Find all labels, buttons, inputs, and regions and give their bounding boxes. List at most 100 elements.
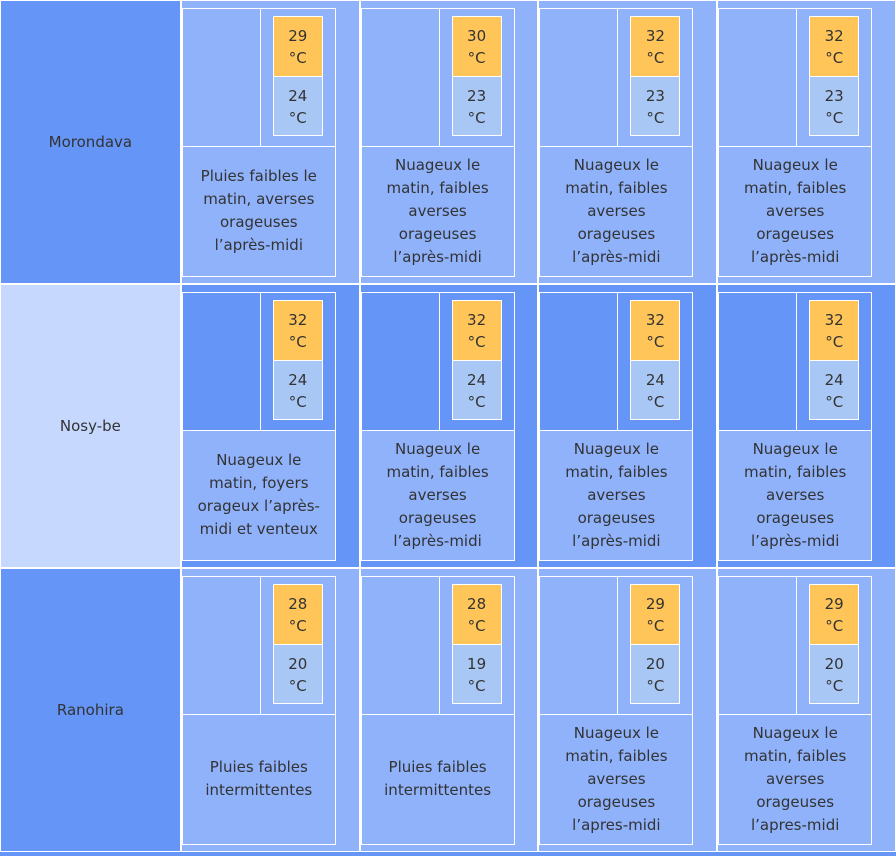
- temperature-column: 28 °C 20 °C: [261, 577, 335, 714]
- day-forecast: 29 °C 20 °C Nuageux le matin, faibles averse…: [539, 575, 694, 845]
- max-temperature-value: 29: [824, 594, 844, 613]
- day-forecast-top: 28 °C 20 °C: [182, 576, 335, 715]
- forecast-cell: 28 °C 19 °C Pluies faibles intermittentes: [359, 568, 539, 852]
- max-temperature: 32 °C: [809, 299, 860, 360]
- day-forecast-top: 28 °C 19 °C: [361, 576, 514, 715]
- min-temperature-value: 24: [288, 370, 308, 389]
- day-forecast: 30 °C 23 °C Nuageux le matin, faibles averse…: [360, 7, 515, 277]
- day-forecast: 32 °C 24 °C Nuageux le matin, faibles averse…: [360, 291, 515, 561]
- weather-icon: [719, 292, 798, 430]
- day-forecast-top: 30 °C 23 °C: [361, 8, 514, 147]
- temperature-column: 29 °C 24 °C: [261, 9, 335, 146]
- max-temperature-unit: °C: [825, 332, 844, 351]
- max-temperature: 32 °C: [809, 15, 860, 76]
- min-temperature-unit: °C: [467, 676, 486, 695]
- day-forecast: 29 °C 24 °C Pluies faibles le matin, averses…: [181, 7, 336, 277]
- max-temperature-unit: °C: [288, 48, 307, 67]
- max-temperature: 29 °C: [272, 15, 323, 76]
- max-temperature-unit: °C: [467, 332, 486, 351]
- max-temperature-unit: °C: [825, 616, 844, 635]
- day-forecast-top: 32 °C 23 °C: [540, 8, 693, 147]
- weather-description: Pluies faibles le matin, averses orageus…: [182, 146, 335, 276]
- max-temperature-value: 32: [645, 310, 665, 329]
- min-temperature-unit: °C: [288, 392, 307, 411]
- min-temperature-value: 23: [645, 86, 665, 105]
- day-forecast: 32 °C 24 °C Nuageux le matin, faibles averse…: [718, 291, 873, 561]
- min-temperature: 24 °C: [630, 359, 681, 420]
- weather-icon: [183, 576, 261, 714]
- temperature-column: 29 °C 20 °C: [618, 577, 692, 714]
- temperature-column: 32 °C 23 °C: [618, 9, 692, 146]
- day-forecast-top: 32 °C 23 °C: [719, 8, 872, 147]
- forecast-cell: 32 °C 24 °C Nuageux le matin, faibles averse…: [538, 284, 718, 568]
- min-temperature-unit: °C: [646, 392, 665, 411]
- weather-icon: [362, 8, 440, 146]
- min-temperature-value: 23: [824, 86, 844, 105]
- temperature-column: 32 °C 23 °C: [797, 9, 871, 146]
- forecast-cell: 30 °C 23 °C Nuageux le matin, faibles averse…: [359, 0, 539, 284]
- day-forecast: 32 °C 24 °C Nuageux le matin, faibles averse…: [539, 291, 694, 561]
- min-temperature-unit: °C: [467, 108, 486, 127]
- forecast-cell: 32 °C 24 °C Nuageux le matin, faibles averse…: [717, 284, 896, 568]
- min-temperature-unit: °C: [467, 392, 486, 411]
- day-forecast-top: 29 °C 20 °C: [719, 576, 872, 715]
- weather-description: Nuageux le matin, faibles averses orageu…: [361, 146, 514, 276]
- max-temperature-value: 29: [645, 594, 665, 613]
- min-temperature-value: 24: [824, 370, 844, 389]
- temperature-column: 32 °C 24 °C: [261, 293, 335, 430]
- max-temperature: 28 °C: [272, 583, 323, 644]
- min-temperature-value: 20: [288, 654, 308, 673]
- city-name: Nosy-be: [0, 284, 181, 568]
- forecast-cell: 29 °C 20 °C Nuageux le matin, faibles averse…: [717, 568, 896, 852]
- temperature-column: 29 °C 20 °C: [797, 577, 871, 714]
- forecast-cell: 29 °C 24 °C Pluies faibles le matin, averses…: [180, 0, 360, 284]
- weather-description: Nuageux le matin, faibles averses orageu…: [719, 714, 872, 844]
- day-forecast: 32 °C 23 °C Nuageux le matin, faibles averse…: [718, 7, 873, 277]
- city-name: Ranohira: [0, 568, 181, 852]
- max-temperature-value: 28: [467, 594, 487, 613]
- max-temperature-value: 29: [288, 26, 308, 45]
- min-temperature-value: 20: [645, 654, 665, 673]
- weather-icon: [183, 292, 261, 430]
- temperature-column: 32 °C 24 °C: [618, 293, 692, 430]
- day-forecast: 29 °C 20 °C Nuageux le matin, faibles averse…: [718, 575, 873, 845]
- max-temperature-unit: °C: [467, 48, 486, 67]
- max-temperature-value: 28: [288, 594, 308, 613]
- day-forecast: 28 °C 20 °C Pluies faibles intermittentes: [181, 575, 336, 845]
- max-temperature: 29 °C: [809, 583, 860, 644]
- weather-icon: [540, 8, 619, 146]
- max-temperature-unit: °C: [467, 616, 486, 635]
- min-temperature-unit: °C: [825, 108, 844, 127]
- day-forecast-top: 32 °C 24 °C: [361, 292, 514, 431]
- day-forecast-top: 32 °C 24 °C: [540, 292, 693, 431]
- max-temperature-value: 32: [824, 310, 844, 329]
- max-temperature: 32 °C: [630, 15, 681, 76]
- weather-icon: [540, 292, 619, 430]
- min-temperature: 20 °C: [272, 643, 323, 704]
- min-temperature: 24 °C: [272, 359, 323, 420]
- forecast-cell: 28 °C 20 °C Pluies faibles intermittentes: [180, 568, 360, 852]
- min-temperature-value: 23: [467, 86, 487, 105]
- weather-description: Nuageux le matin, foyers orageux l’après…: [182, 430, 335, 560]
- weather-description: Nuageux le matin, faibles averses orageu…: [540, 146, 693, 276]
- weather-icon: [719, 8, 798, 146]
- weather-icon: [183, 8, 261, 146]
- max-temperature: 29 °C: [630, 583, 681, 644]
- city-row: Ranohira 28 °C 20 °C Pluies faibles intermitt…: [0, 568, 896, 852]
- max-temperature: 32 °C: [451, 299, 502, 360]
- max-temperature: 28 °C: [451, 583, 502, 644]
- temperature-column: 28 °C 19 °C: [440, 577, 514, 714]
- min-temperature: 20 °C: [630, 643, 681, 704]
- weather-icon: [362, 292, 440, 430]
- day-forecast: 28 °C 19 °C Pluies faibles intermittentes: [360, 575, 515, 845]
- day-forecast-top: 29 °C 24 °C: [182, 8, 335, 147]
- temperature-column: 30 °C 23 °C: [440, 9, 514, 146]
- max-temperature-value: 32: [645, 26, 665, 45]
- city-row: Nosy-be 32 °C 24 °C Nuageux le matin, foyers …: [0, 284, 896, 568]
- min-temperature: 23 °C: [451, 75, 502, 136]
- min-temperature: 23 °C: [809, 75, 860, 136]
- day-forecast-top: 32 °C 24 °C: [719, 292, 872, 431]
- min-temperature-value: 20: [824, 654, 844, 673]
- min-temperature-unit: °C: [825, 676, 844, 695]
